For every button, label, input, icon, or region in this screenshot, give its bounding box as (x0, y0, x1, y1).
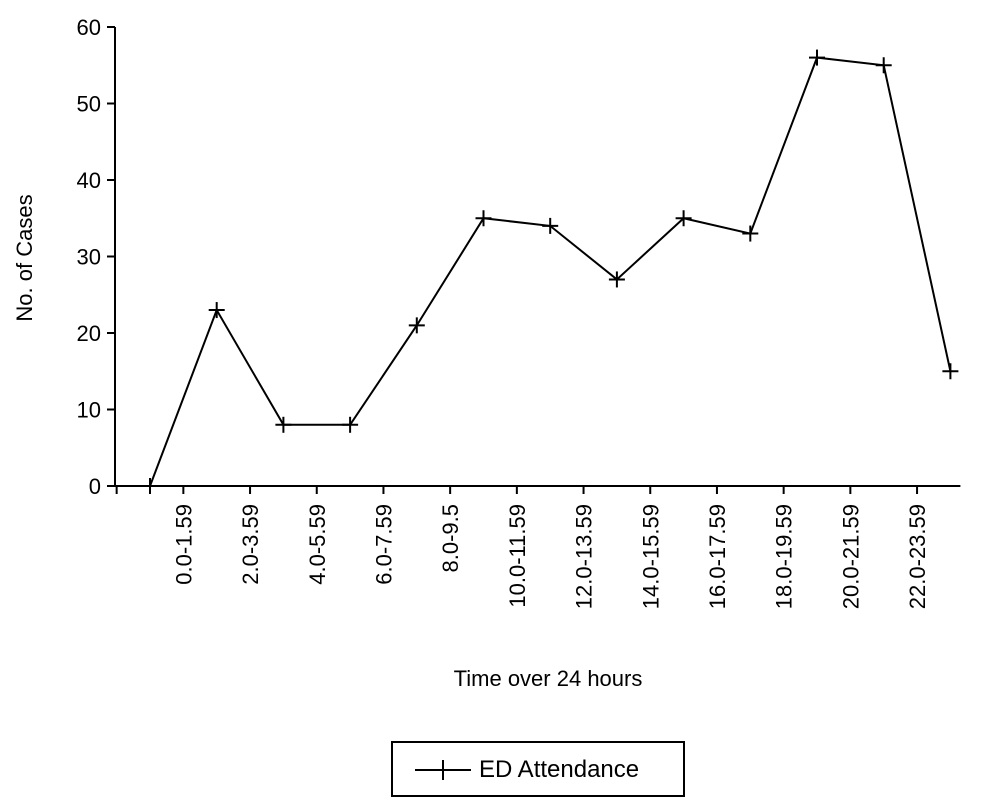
y-tick-label-3: 30 (77, 245, 101, 270)
x-tick-label-2: 4.0-5.59 (305, 504, 330, 585)
x-axis-ticks: 0.0-1.59 2.0-3.59 4.0-5.59 6.0-7.59 8.0-9.5 1… (115, 486, 930, 609)
y-tick-label-1: 10 (77, 398, 101, 423)
y-tick-label-5: 50 (77, 92, 101, 117)
x-tick-label-1: 2.0-3.59 (238, 504, 263, 585)
data-point-1 (208, 302, 225, 319)
x-tick-label-7: 14.0-15.59 (638, 504, 663, 609)
x-axis-title: Time over 24 hours (454, 666, 643, 691)
x-tick-label-6: 12.0-13.59 (572, 504, 597, 609)
data-point-2 (275, 416, 292, 433)
legend-label: ED Attendance (479, 756, 640, 783)
data-point-9 (742, 225, 759, 242)
x-tick-label-9: 18.0-19.59 (772, 504, 797, 609)
y-tick-label-0: 0 (89, 474, 101, 499)
series-line-0 (149, 56, 952, 487)
legend: ED Attendance (391, 741, 685, 797)
y-tick-label-2: 20 (77, 321, 101, 346)
data-point-10 (809, 49, 825, 66)
x-tick-label-11: 22.0-23.59 (905, 504, 930, 609)
y-axis-title: No. of Cases (12, 194, 37, 321)
x-tick-label-10: 20.0-21.59 (838, 504, 863, 609)
x-tick-label-4: 8.0-9.5 (438, 504, 463, 572)
y-tick-label-4: 40 (77, 168, 101, 193)
data-point-12 (942, 363, 959, 380)
data-point-5 (475, 210, 492, 227)
x-tick-label-3: 6.0-7.59 (371, 504, 396, 585)
plot-area (142, 49, 959, 494)
data-point-8 (675, 210, 692, 227)
x-tick-label-5: 10.0-11.59 (505, 504, 530, 608)
data-point-3 (342, 416, 359, 433)
data-point-4 (408, 317, 425, 334)
y-axis-ticks: 0 10 20 30 40 50 60 (77, 15, 115, 499)
data-point-11 (875, 57, 892, 74)
x-tick-label-8: 16.0-17.59 (705, 504, 730, 609)
y-tick-label-6: 60 (77, 15, 101, 40)
data-point-7 (608, 271, 625, 288)
legend-swatch (415, 760, 471, 780)
chart: 0 10 20 30 40 50 60 0.0-1.59 2.0-3.59 4.0-5.59 6.… (12, 15, 961, 691)
x-tick-label-0: 0.0-1.59 (171, 504, 196, 585)
data-point-6 (542, 217, 559, 234)
data-point-0 (142, 478, 158, 494)
